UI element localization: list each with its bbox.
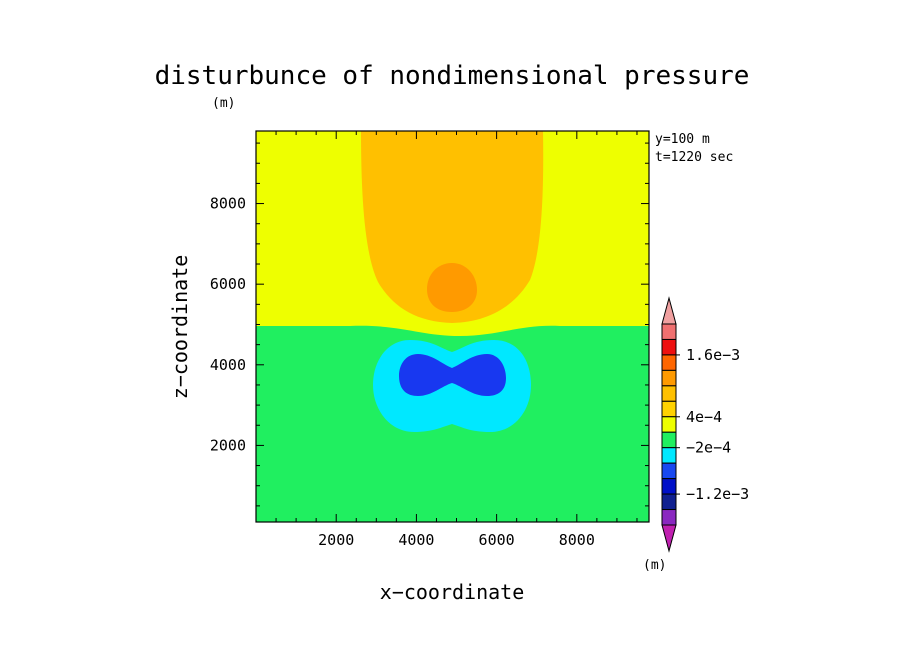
bottom-unit-label: (m) bbox=[643, 558, 666, 573]
x-tick-label: 4000 bbox=[398, 531, 434, 549]
x-tick-label: 2000 bbox=[318, 531, 354, 549]
y-tick-label: 4000 bbox=[210, 356, 246, 374]
y-tick-label: 6000 bbox=[210, 275, 246, 293]
colorbar-level bbox=[661, 354, 677, 371]
colorbar-level bbox=[661, 338, 677, 356]
colorbar-level bbox=[661, 478, 677, 495]
colorbar-level bbox=[661, 416, 677, 433]
y-position-label: y=100 m bbox=[655, 132, 710, 147]
y-axis: 2000 4000 6000 8000 bbox=[210, 142, 649, 507]
colorbar-top-arrow bbox=[661, 296, 677, 325]
colorbar-level bbox=[661, 493, 677, 511]
colorbar-label: 1.6e−3 bbox=[686, 346, 740, 364]
colorbar-level bbox=[661, 447, 677, 464]
colorbar-level bbox=[661, 431, 677, 449]
contour-region-positive-high bbox=[427, 263, 477, 312]
colorbar-level bbox=[661, 462, 677, 480]
x-axis: 2000 4000 6000 8000 bbox=[275, 131, 638, 549]
colorbar-level bbox=[661, 369, 677, 387]
chart-title: disturbunce of nondimensional pressure bbox=[155, 61, 750, 91]
colorbar-label: −1.2e−3 bbox=[686, 485, 749, 503]
colorbar-level bbox=[661, 509, 677, 526]
contour-field bbox=[255, 130, 650, 523]
colorbar-label: −2e−4 bbox=[686, 439, 731, 457]
x-axis-title: x−coordinate bbox=[380, 580, 525, 604]
x-tick-label: 6000 bbox=[479, 531, 515, 549]
contour-region-negative-medium bbox=[373, 340, 531, 432]
x-tick-label: 8000 bbox=[559, 531, 595, 549]
top-unit-label: (m) bbox=[212, 96, 235, 111]
colorbar-level bbox=[661, 385, 677, 402]
contour-region-positive-medium bbox=[361, 131, 544, 323]
y-tick-label: 2000 bbox=[210, 436, 246, 454]
y-tick-label: 8000 bbox=[210, 195, 246, 213]
colorbar-bottom-arrow bbox=[661, 524, 677, 553]
plot-frame bbox=[255, 130, 650, 523]
colorbar-level bbox=[661, 400, 677, 418]
colorbar-level bbox=[661, 323, 677, 340]
colorbar-label: 4e−4 bbox=[686, 408, 722, 426]
contour-region-negative-high bbox=[399, 354, 506, 396]
y-axis-title: z−coordinate bbox=[168, 255, 192, 400]
time-label: t=1220 sec bbox=[655, 150, 733, 165]
colorbar: 1.6e−3 4e−4 −2e−4 −1.2e−3 bbox=[661, 296, 749, 553]
